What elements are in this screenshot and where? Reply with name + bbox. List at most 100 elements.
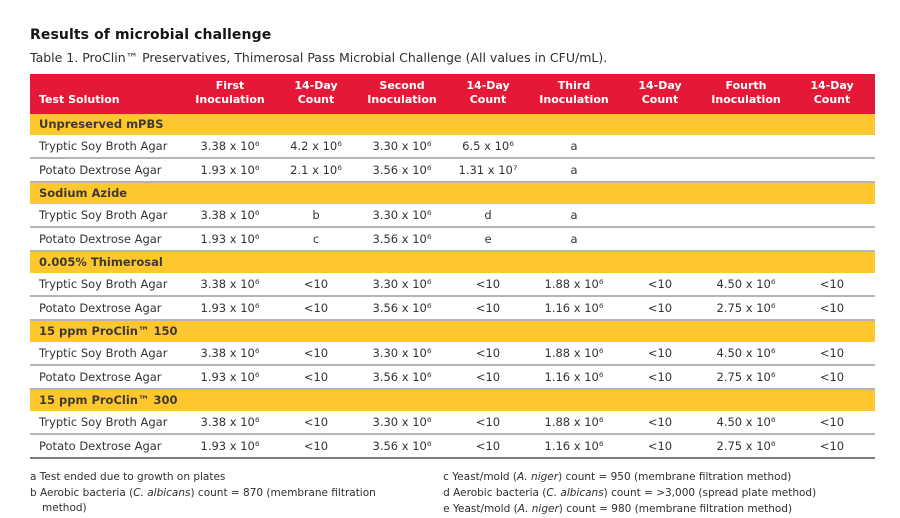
cell-value: 3.38 x 10⁶	[187, 341, 273, 366]
cell-value: <10	[273, 272, 359, 297]
cell-value: 3.38 x 10⁶	[187, 134, 273, 159]
footnote-text: b Aerobic bacteria (	[30, 486, 134, 499]
cell-value: b	[273, 203, 359, 228]
cell-value: 3.56 x 10⁶	[359, 157, 445, 183]
cell-value: 3.30 x 10⁶	[359, 410, 445, 435]
cell-value: <10	[789, 410, 875, 435]
table-row: Tryptic Soy Broth Agar 3.38 x 10⁶ <10 3.30 …	[30, 410, 875, 435]
column-header: First Inoculation	[187, 74, 273, 114]
section-label: 15 ppm ProClin™ 300	[30, 388, 875, 411]
cell-value	[789, 226, 875, 252]
table-row: Tryptic Soy Broth Agar 3.38 x 10⁶ <10 3.30 …	[30, 272, 875, 297]
cell-value	[703, 203, 789, 228]
cell-value: <10	[789, 272, 875, 297]
cell-value: 3.56 x 10⁶	[359, 364, 445, 390]
cell-value: 1.93 x 10⁶	[187, 157, 273, 183]
cell-value: 1.16 x 10⁶	[531, 364, 617, 390]
section-label: 0.005% Thimerosal	[30, 250, 875, 273]
cell-value: 3.56 x 10⁶	[359, 433, 445, 459]
cell-value: <10	[617, 295, 703, 321]
cell-value	[617, 203, 703, 228]
cell-value: 2.75 x 10⁶	[703, 295, 789, 321]
cell-value: <10	[445, 410, 531, 435]
column-header: 14-Day Count	[273, 74, 359, 114]
section-row: 0.005% Thimerosal	[30, 250, 875, 273]
cell-value: <10	[445, 272, 531, 297]
column-header: 14-Day Count	[617, 74, 703, 114]
cell-value: <10	[273, 295, 359, 321]
cell-value: 2.75 x 10⁶	[703, 364, 789, 390]
row-label: Tryptic Soy Broth Agar	[30, 203, 187, 228]
cell-value: 3.38 x 10⁶	[187, 203, 273, 228]
section-label: Sodium Azide	[30, 181, 875, 204]
cell-value: a	[531, 203, 617, 228]
cell-value: d	[445, 203, 531, 228]
cell-value: 1.93 x 10⁶	[187, 226, 273, 252]
cell-value: <10	[617, 433, 703, 459]
table-caption: Table 1. ProClin™ Preservatives, Thimero…	[30, 50, 608, 65]
cell-value	[617, 157, 703, 183]
table-header: Test Solution First Inoculation 14-Day Cou…	[30, 74, 875, 114]
cell-value: c	[273, 226, 359, 252]
row-label: Potato Dextrose Agar	[30, 364, 187, 390]
row-label: Tryptic Soy Broth Agar	[30, 272, 187, 297]
cell-value: 3.30 x 10⁶	[359, 341, 445, 366]
table-row: Tryptic Soy Broth Agar 3.38 x 10⁶ b 3.30 x …	[30, 203, 875, 228]
footnote: d Aerobic bacteria (C. albicans) count =…	[443, 486, 875, 501]
cell-value: e	[445, 226, 531, 252]
cell-value: 2.1 x 10⁶	[273, 157, 359, 183]
cell-value: <10	[789, 341, 875, 366]
cell-value: 1.93 x 10⁶	[187, 364, 273, 390]
column-header: 14-Day Count	[789, 74, 875, 114]
page-title: Results of microbial challenge	[30, 27, 272, 43]
cell-value: <10	[273, 433, 359, 459]
column-header: 14-Day Count	[445, 74, 531, 114]
row-label: Tryptic Soy Broth Agar	[30, 410, 187, 435]
column-header: Fourth Inoculation	[703, 74, 789, 114]
cell-value	[703, 157, 789, 183]
footnote-text: ) count = 950 (membrane filtration metho…	[558, 470, 792, 483]
cell-value: 3.30 x 10⁶	[359, 134, 445, 159]
cell-value: 3.56 x 10⁶	[359, 226, 445, 252]
column-header: Second Inoculation	[359, 74, 445, 114]
cell-value: 1.88 x 10⁶	[531, 272, 617, 297]
cell-value: 3.38 x 10⁶	[187, 410, 273, 435]
cell-value: 4.50 x 10⁶	[703, 272, 789, 297]
table-row: Potato Dextrose Agar 1.93 x 10⁶ <10 3.56 x …	[30, 364, 875, 390]
cell-value: 1.31 x 10⁷	[445, 157, 531, 183]
cell-value: 2.75 x 10⁶	[703, 433, 789, 459]
cell-value: <10	[445, 364, 531, 390]
cell-value: <10	[273, 364, 359, 390]
row-label: Tryptic Soy Broth Agar	[30, 134, 187, 159]
cell-value: 1.16 x 10⁶	[531, 295, 617, 321]
footnote: c Yeast/mold (A. niger) count = 950 (mem…	[443, 470, 875, 485]
cell-value: 1.88 x 10⁶	[531, 341, 617, 366]
section-row: Sodium Azide	[30, 181, 875, 204]
cell-value: <10	[273, 410, 359, 435]
cell-value: 3.56 x 10⁶	[359, 295, 445, 321]
cell-value: 1.16 x 10⁶	[531, 433, 617, 459]
footnote-text: c Yeast/mold (	[443, 470, 517, 483]
cell-value: a	[531, 134, 617, 159]
row-label: Tryptic Soy Broth Agar	[30, 341, 187, 366]
table-body: Unpreserved mPBS Tryptic Soy Broth Agar 3.…	[30, 113, 875, 459]
cell-value: 4.2 x 10⁶	[273, 134, 359, 159]
section-row: 15 ppm ProClin™ 150	[30, 319, 875, 342]
cell-value: 1.93 x 10⁶	[187, 433, 273, 459]
cell-value: <10	[273, 341, 359, 366]
cell-value: 3.30 x 10⁶	[359, 272, 445, 297]
cell-value	[617, 134, 703, 159]
footnote: b Aerobic bacteria (C. albicans) count =…	[30, 486, 418, 516]
cell-value: <10	[789, 364, 875, 390]
footnote-species-name: C. albicans	[546, 486, 604, 499]
cell-value: <10	[789, 295, 875, 321]
footnote-text: d Aerobic bacteria (	[443, 486, 547, 499]
table-row: Potato Dextrose Agar 1.93 x 10⁶ <10 3.56 x …	[30, 295, 875, 321]
footnote: a Test ended due to growth on plates	[30, 470, 418, 485]
column-header: Third Inoculation	[531, 74, 617, 114]
row-label: Potato Dextrose Agar	[30, 433, 187, 459]
footnote-text: ) count = 980 (membrane filtration metho…	[558, 503, 793, 516]
footnotes: a Test ended due to growth on plates b Ae…	[30, 470, 875, 518]
table-row: Tryptic Soy Broth Agar 3.38 x 10⁶ 4.2 x 10…	[30, 134, 875, 159]
section-row: Unpreserved mPBS	[30, 113, 875, 135]
